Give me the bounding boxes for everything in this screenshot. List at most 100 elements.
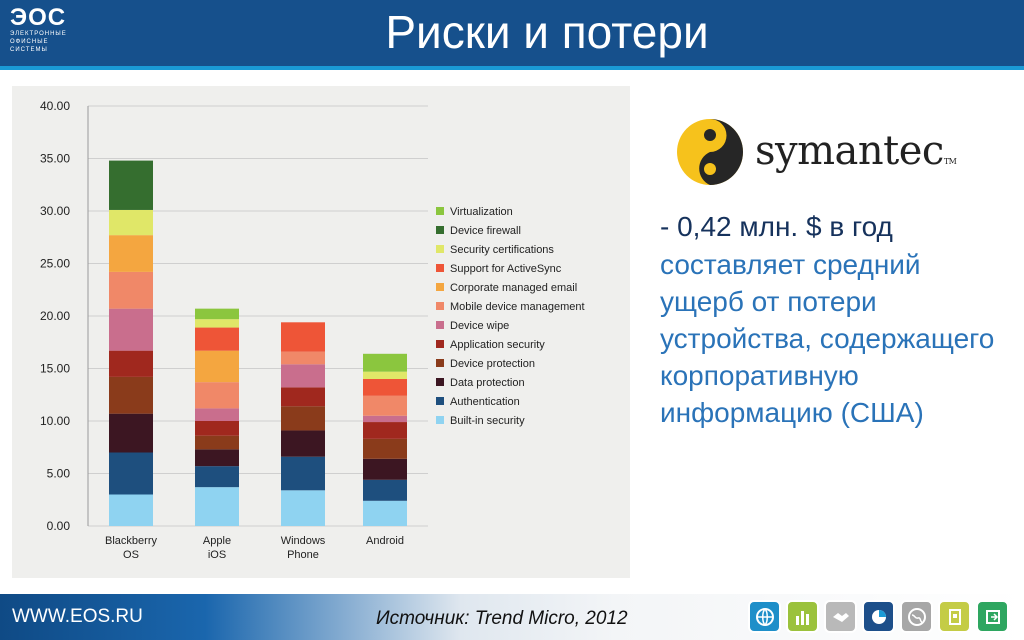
bar-segment <box>281 456 325 491</box>
y-tick-label: 0.00 <box>47 519 71 533</box>
pie-chart-icon[interactable] <box>862 600 895 633</box>
bar-segment <box>195 421 239 436</box>
bar-segment <box>281 364 325 388</box>
legend-swatch <box>436 283 444 291</box>
bar-segment <box>195 308 239 320</box>
x-tick-label: Apple <box>203 535 231 547</box>
bar-segment <box>195 408 239 421</box>
bar-segment <box>363 458 407 480</box>
y-tick-label: 40.00 <box>40 99 70 113</box>
eos-logo[interactable]: ЭОС ЭЛЕКТРОННЫЕ ОФИСНЫЕ СИСТЕМЫ <box>10 6 90 54</box>
legend-swatch <box>436 264 444 272</box>
legend-label: Virtualization <box>450 206 513 218</box>
description-lead: - 0,42 млн. $ в год <box>660 211 893 242</box>
bar-segment <box>109 235 153 272</box>
bar-segment <box>363 353 407 372</box>
globe-icon[interactable] <box>748 600 781 633</box>
bar-segment <box>109 413 153 453</box>
description-block: - 0,42 млн. $ в год составляет средний у… <box>660 208 1010 431</box>
header-bar: ЭОС ЭЛЕКТРОННЫЕ ОФИСНЫЕ СИСТЕМЫ Риски и … <box>0 0 1024 70</box>
legend-swatch <box>436 226 444 234</box>
y-tick-label: 35.00 <box>40 152 70 166</box>
legend-label: Authentication <box>450 396 520 408</box>
bar-segment <box>109 209 153 236</box>
world-icon[interactable] <box>900 600 933 633</box>
bar-segment <box>281 387 325 407</box>
footer-icons <box>748 600 1009 633</box>
legend-label: Support for ActiveSync <box>450 263 562 275</box>
symantec-logo-icon <box>677 119 743 185</box>
symantec-wordmark-text: symantec <box>755 128 944 174</box>
bar-segment <box>109 350 153 377</box>
x-tick-label: Blackberry <box>105 535 157 547</box>
bar-segment <box>195 350 239 383</box>
bar-segment <box>281 406 325 431</box>
legend-swatch <box>436 416 444 424</box>
bar-segment <box>281 490 325 526</box>
logo-sub-3: СИСТЕМЫ <box>10 47 48 53</box>
source-note: Источник: Trend Micro, 2012 <box>376 608 628 629</box>
arrow-icon[interactable] <box>976 600 1009 633</box>
y-tick-label: 5.00 <box>47 467 71 481</box>
bar-segment <box>109 494 153 526</box>
legend-swatch <box>436 378 444 386</box>
bar-segment <box>363 379 407 396</box>
legend-swatch <box>436 321 444 329</box>
bar-segment <box>363 422 407 439</box>
bar-segment <box>109 160 153 210</box>
y-tick-label: 20.00 <box>40 309 70 323</box>
bar-segment <box>281 322 325 352</box>
logo-mark: ЭОС <box>10 4 67 31</box>
footer-bar: WWW.EOS.RU Источник: Trend Micro, 2012 <box>0 594 1024 640</box>
legend-label: Device wipe <box>450 320 509 332</box>
document-icon[interactable] <box>938 600 971 633</box>
bar-segment <box>195 487 239 526</box>
logo-sub-1: ЭЛЕКТРОННЫЕ <box>10 31 67 37</box>
legend-swatch <box>436 302 444 310</box>
y-tick-label: 30.00 <box>40 204 70 218</box>
bar-segment <box>363 500 407 526</box>
bar-segment <box>195 319 239 328</box>
bar-segment <box>195 435 239 450</box>
symantec-tm: TM <box>943 157 957 166</box>
bar-segment <box>109 376 153 414</box>
slide-title: Риски и потери <box>385 6 709 58</box>
description-body: составляет средний ущерб от потери устро… <box>660 249 995 428</box>
x-tick-label: OS <box>123 549 139 561</box>
symantec-logo-dot-top <box>704 129 716 141</box>
bar-segment <box>281 351 325 365</box>
symantec-wordmark: symantecTM <box>755 128 957 174</box>
legend-label: Mobile device management <box>450 301 585 313</box>
bar-segment <box>195 382 239 409</box>
stacked-bar-chart: 0.00 5.00 10.00 15.00 20.00 25.00 30.00 35.00 40… <box>40 99 585 561</box>
y-tick-label: 10.00 <box>40 414 70 428</box>
bar-segment <box>363 438 407 459</box>
bar-segment <box>195 327 239 351</box>
bar-segment <box>109 271 153 309</box>
x-tick-label: Android <box>366 535 404 547</box>
legend-label: Device firewall <box>450 225 521 237</box>
legend-swatch <box>436 207 444 215</box>
legend-label: Corporate managed email <box>450 282 577 294</box>
logo-sub-2: ОФИСНЫЕ <box>10 39 49 45</box>
bar-chart-icon[interactable] <box>786 600 819 633</box>
site-link[interactable]: WWW.EOS.RU <box>12 606 143 627</box>
legend-swatch <box>436 397 444 405</box>
bar-segment <box>281 430 325 457</box>
bar-segment <box>363 395 407 416</box>
legend-swatch <box>436 245 444 253</box>
bar-segment <box>363 415 407 423</box>
legend-label: Data protection <box>450 377 525 389</box>
bar-segment <box>195 466 239 488</box>
legend-label: Device protection <box>450 358 535 370</box>
y-tick-label: 25.00 <box>40 257 70 271</box>
x-tick-label: Windows <box>281 535 326 547</box>
x-tick-label: Phone <box>287 549 319 561</box>
bar-segment <box>109 452 153 495</box>
handshake-icon[interactable] <box>824 600 857 633</box>
legend-swatch <box>436 340 444 348</box>
legend-label: Application security <box>450 339 545 351</box>
legend-label: Security certifications <box>450 244 554 256</box>
legend-swatch <box>436 359 444 367</box>
x-tick-label: iOS <box>208 549 226 561</box>
